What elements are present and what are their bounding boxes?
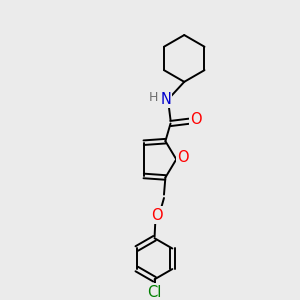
Text: H: H	[149, 91, 158, 104]
Text: O: O	[177, 150, 188, 165]
Text: O: O	[152, 208, 163, 223]
Text: O: O	[190, 112, 202, 127]
Text: N: N	[160, 92, 171, 107]
Text: Cl: Cl	[147, 285, 162, 300]
